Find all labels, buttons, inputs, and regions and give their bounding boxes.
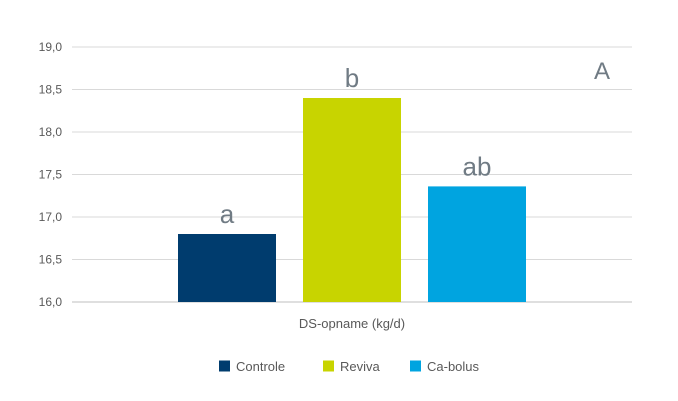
y-tick-label: 18,0 [39,125,63,139]
y-tick-label: 16,5 [39,253,63,267]
legend-label: Ca-bolus [427,359,480,374]
legend-swatch [323,360,334,372]
bar-reviva [303,98,401,302]
legend-swatch [219,360,230,372]
x-axis-label: DS-opname (kg/d) [299,316,405,331]
legend-label: Reviva [340,359,381,374]
y-tick-label: 18,5 [39,83,63,97]
legend: Controle Reviva Ca-bolus [219,359,480,374]
bar-ca-bolus [428,186,526,302]
significance-label: b [345,63,359,93]
bars [178,98,526,302]
panel-label: A [594,58,610,85]
significance-label: ab [463,151,492,181]
legend-label: Controle [236,359,285,374]
y-tick-label: 17,0 [39,210,63,224]
y-axis-ticks: 16,0 16,5 17,0 17,5 18,0 18,5 19,0 [39,40,63,309]
bar-controle [178,234,276,302]
y-tick-label: 16,0 [39,295,63,309]
legend-swatch [410,360,421,372]
significance-label: a [220,199,235,229]
y-tick-label: 17,5 [39,168,63,182]
y-tick-label: 19,0 [39,40,63,54]
